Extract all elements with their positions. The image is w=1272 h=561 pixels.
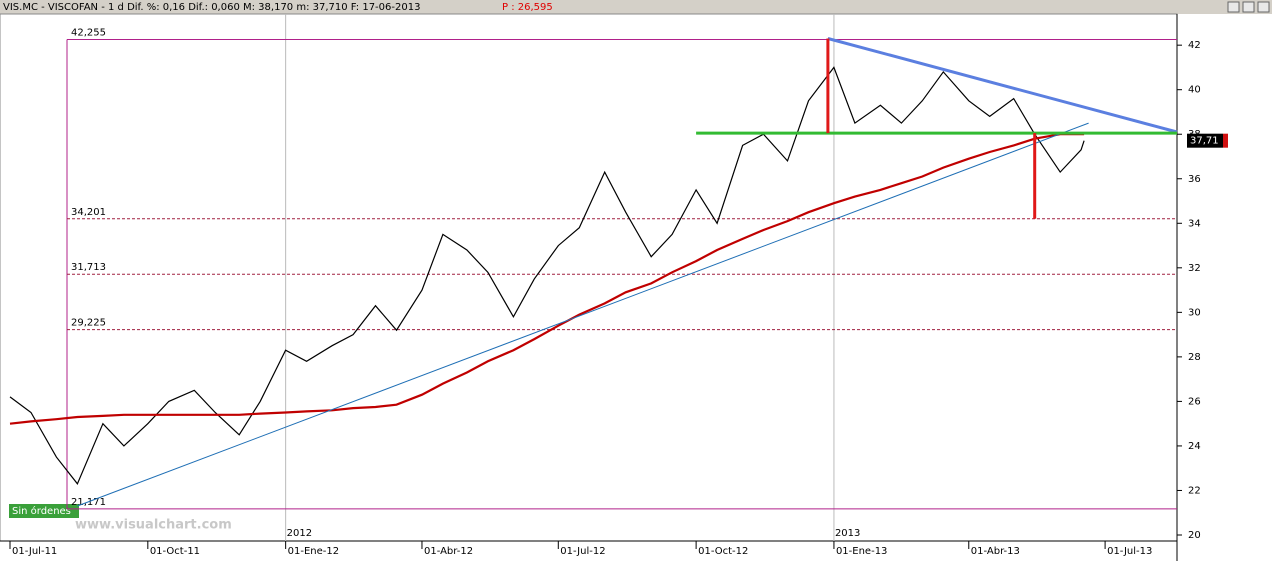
x-tick-label: 01-Abr-12 xyxy=(424,546,473,557)
y-tick-label: 30 xyxy=(1188,307,1201,318)
y-tick-label: 24 xyxy=(1188,441,1201,452)
status-box xyxy=(9,504,79,518)
minimize-button[interactable] xyxy=(1227,1,1240,13)
plot-area xyxy=(0,13,1178,542)
x-tick-label: 01-Oct-12 xyxy=(698,546,748,557)
x-tick-label: 01-Oct-11 xyxy=(150,546,200,557)
status-label: Sin órdenes xyxy=(12,505,71,517)
x-tick-label: 01-Ene-13 xyxy=(836,546,887,557)
trend-line xyxy=(827,37,1178,134)
trend-line xyxy=(77,122,1089,507)
series-line xyxy=(9,133,1085,425)
x-tick-label: 01-Jul-11 xyxy=(12,546,57,557)
y-tick-label: 32 xyxy=(1188,263,1201,274)
y-tick-label: 28 xyxy=(1188,352,1201,363)
chart-subtitle: P : 26,595 xyxy=(502,2,553,13)
last-price-tab xyxy=(1223,133,1228,148)
x-tick-label: 01-Ene-12 xyxy=(288,546,339,557)
y-tick-label: 42 xyxy=(1188,40,1201,51)
window-buttons xyxy=(1227,1,1270,13)
level-label: 34,201 xyxy=(71,207,106,218)
y-tick-label: 40 xyxy=(1188,85,1201,96)
x-tick-label: 01-Jul-13 xyxy=(1107,546,1152,557)
maximize-button[interactable] xyxy=(1242,1,1255,13)
header-bar xyxy=(0,0,1272,14)
last-price-box xyxy=(1187,133,1223,148)
last-price-label: 37,71 xyxy=(1190,136,1219,147)
level-label: 42,255 xyxy=(71,27,106,38)
y-tick-label: 20 xyxy=(1188,530,1201,541)
level-label: 29,225 xyxy=(71,318,106,329)
y-tick-label: 36 xyxy=(1188,174,1201,185)
y-tick-label: 22 xyxy=(1188,485,1201,496)
price-axis xyxy=(1177,14,1272,561)
series-line xyxy=(9,66,1085,485)
year-label: 2012 xyxy=(287,528,312,539)
watermark: www.visualchart.com xyxy=(75,518,232,533)
close-button[interactable] xyxy=(1257,1,1270,13)
year-label: 2013 xyxy=(835,528,860,539)
y-tick-label: 26 xyxy=(1188,396,1201,407)
x-tick-label: 01-Abr-13 xyxy=(971,546,1020,557)
level-label: 31,713 xyxy=(71,262,106,273)
level-label: 21,171 xyxy=(71,497,106,508)
y-tick-label: 34 xyxy=(1188,218,1201,229)
chart-title: VIS.MC - VISCOFAN - 1 d Dif. %: 0,16 Dif… xyxy=(3,2,420,13)
x-tick-label: 01-Jul-12 xyxy=(560,546,605,557)
